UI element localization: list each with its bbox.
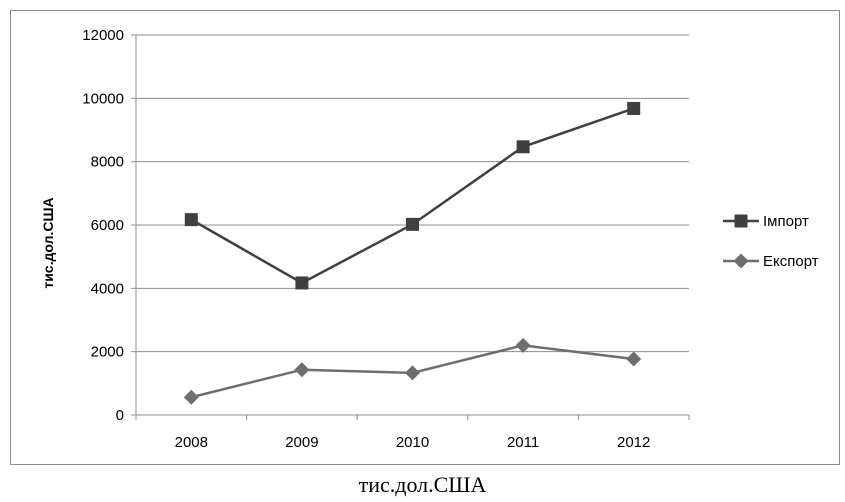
data-point-export (515, 337, 531, 353)
grid-lines (136, 34, 689, 353)
data-point-import (406, 217, 419, 231)
data-point-import (627, 101, 641, 115)
legend-marker-import (734, 214, 748, 228)
series (183, 101, 642, 405)
y-tick-label: 2000 (91, 344, 124, 361)
data-point-export (294, 362, 310, 378)
y-axis-label: тис.дол.США (40, 197, 56, 288)
y-tick-label: 6000 (91, 217, 124, 234)
axes (131, 34, 690, 420)
x-tick-label: 2011 (507, 434, 539, 451)
x-tick-label: 2008 (175, 434, 208, 451)
series-line-import (190, 107, 635, 285)
data-point-export (405, 365, 420, 381)
line-chart: 0 2000 4000 6000 8000 10000 12000 2008 2009 2010… (40, 27, 819, 451)
legend-label-export: Експорт (763, 253, 819, 270)
legend-label-import: Імпорт (763, 213, 809, 230)
data-point-export (183, 389, 199, 405)
data-point-export (626, 351, 642, 367)
chart-area: 0 2000 4000 6000 8000 10000 12000 2008 2009 2010… (10, 10, 840, 465)
y-tick-label: 12000 (82, 27, 124, 44)
y-tick-label: 10000 (82, 90, 124, 107)
y-tick-labels: 0 2000 4000 6000 8000 10000 12000 (82, 27, 124, 424)
chart-caption: тис.дол.США (358, 472, 487, 497)
y-tick-label: 4000 (91, 280, 124, 297)
data-point-import (516, 140, 530, 154)
x-tick-labels: 2008 2009 2010 2011 2012 (175, 434, 651, 451)
legend: Імпорт Експорт (723, 213, 819, 270)
data-point-import (295, 276, 309, 290)
legend-marker-export (733, 253, 749, 269)
x-tick-label: 2010 (396, 434, 429, 451)
x-tick-label: 2012 (617, 434, 650, 451)
y-tick-label: 0 (116, 407, 124, 424)
y-tick-label: 8000 (91, 154, 124, 171)
x-tick-label: 2009 (285, 434, 318, 451)
data-point-import (184, 213, 198, 227)
